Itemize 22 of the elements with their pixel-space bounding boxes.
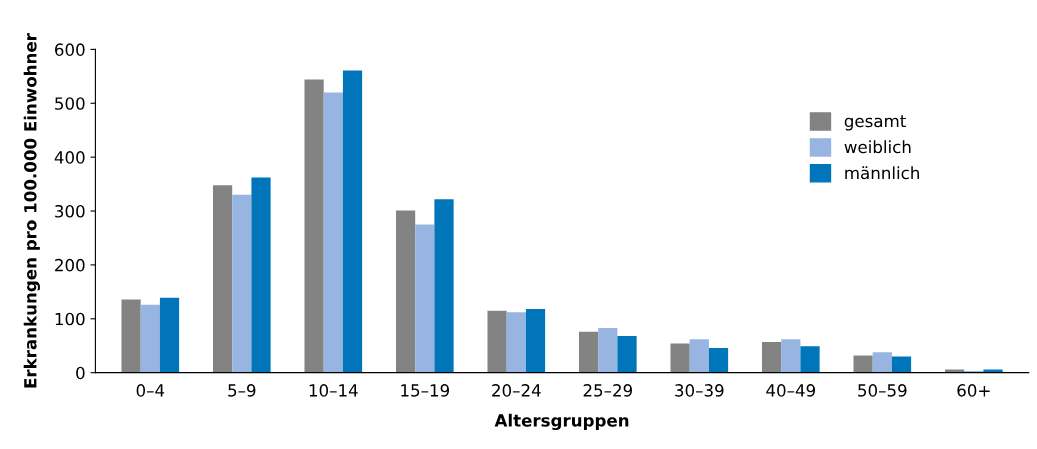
y-tick-label: 300 xyxy=(55,204,85,218)
x-tick-label: 40–49 xyxy=(766,384,816,397)
y-tick-label: 400 xyxy=(54,151,85,164)
y-tick-label: 100 xyxy=(55,312,85,326)
y-axis-title: Erkrankungen pro 100.000 Einwohner xyxy=(23,33,40,388)
x-tick-label: 10–14 xyxy=(309,384,358,397)
x-tick-label: 30–39 xyxy=(675,384,724,397)
x-axis-title: Altersgruppen xyxy=(494,413,629,431)
y-tick-label: 500 xyxy=(55,97,85,110)
x-tick-label: 0–4 xyxy=(136,384,165,397)
x-tick-label: 60+ xyxy=(957,384,990,397)
y-tick-label: 0 xyxy=(76,366,85,380)
x-tick-label: 15–19 xyxy=(401,384,450,397)
x-tick-label: 25–29 xyxy=(583,384,633,397)
x-tick-label: 20–24 xyxy=(492,384,541,397)
y-tick-label: 600 xyxy=(55,43,85,56)
legend-label: gesamt xyxy=(844,115,906,131)
legend-label: männlich xyxy=(845,166,919,180)
x-tick-label: 5–9 xyxy=(228,384,256,397)
y-tick-label: 200 xyxy=(55,258,85,272)
legend-label: weiblich xyxy=(844,140,911,154)
x-tick-label: 50–59 xyxy=(858,384,907,397)
